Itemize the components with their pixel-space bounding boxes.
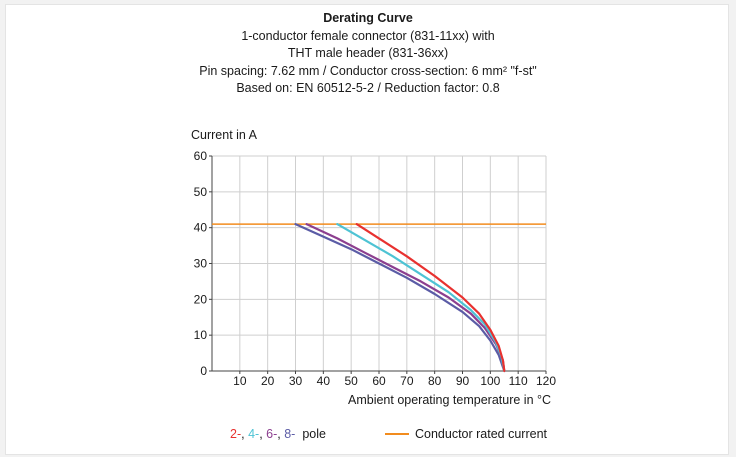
y-tick-label-0: 0 (200, 364, 207, 378)
x-tick-label-70: 70 (400, 374, 414, 388)
x-tick-label-60: 60 (372, 374, 386, 388)
y-tick-label-20: 20 (194, 292, 208, 306)
title-line-5: Based on: EN 60512-5-2 / Reduction facto… (236, 81, 500, 95)
title-line-4: Pin spacing: 7.62 mm / Conductor cross-s… (199, 63, 537, 78)
y-tick-label-50: 50 (194, 185, 208, 199)
x-tick-label-40: 40 (317, 374, 331, 388)
series-line-8-pole (294, 223, 506, 373)
legend-pole-suffix: pole (302, 427, 326, 441)
x-tick-label-10: 10 (233, 374, 247, 388)
x-tick-label-100: 100 (480, 374, 500, 388)
y-tick-label-30: 30 (194, 257, 208, 271)
series-line-4-pole (336, 223, 506, 373)
y-tick-label-60: 60 (194, 149, 208, 163)
title-line-1: Derating Curve (323, 11, 413, 25)
x-tick-label-20: 20 (261, 374, 275, 388)
y-tick-label-10: 10 (194, 328, 208, 342)
title-line-2: 1-conductor female connector (831-11xx) … (241, 28, 495, 43)
x-tick-label-90: 90 (456, 374, 470, 388)
title-line-3: THT male header (831-36xx) (287, 46, 449, 60)
x-axis-label: Ambient operating temperature in °C (348, 393, 552, 407)
y-tick-label-40: 40 (194, 221, 208, 235)
legend-series-4: 4- (248, 427, 260, 441)
legend-series-2: 2- (230, 427, 242, 441)
x-tick-label-50: 50 (344, 374, 358, 388)
legend-series-6: 6- (266, 427, 278, 441)
x-tick-label-30: 30 (289, 374, 303, 388)
chart-title: Derating Curve 1-conductor female connec… (0, 10, 736, 98)
pole-legend: 2-, 4-, 6-, 8- pole (230, 427, 326, 441)
x-tick-label-110: 110 (509, 374, 528, 388)
x-tick-label-80: 80 (428, 374, 442, 388)
series-line-6-pole (305, 223, 506, 373)
rated-current-legend: Conductor rated current (385, 427, 547, 441)
y-axis-label: Current in A (191, 128, 258, 142)
x-tick-label-120: 120 (536, 374, 556, 388)
series-line-2-pole (355, 223, 506, 373)
rated-current-swatch (385, 433, 409, 435)
legend-series-8: 8- (284, 427, 296, 441)
rated-current-label: Conductor rated current (415, 427, 548, 441)
